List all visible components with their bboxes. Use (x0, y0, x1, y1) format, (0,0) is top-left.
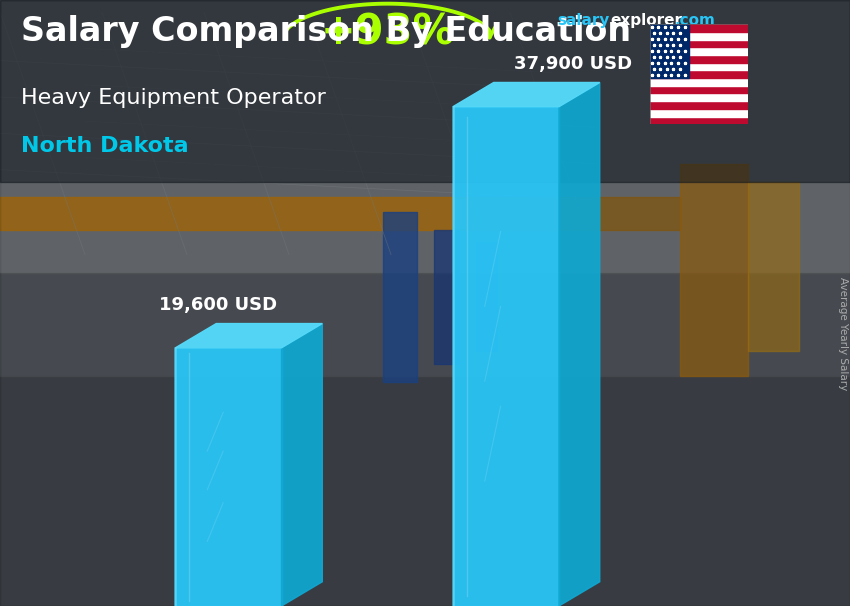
Bar (468, 197, 680, 230)
Bar (650, 78, 748, 86)
Text: North Dakota: North Dakota (21, 136, 189, 156)
Polygon shape (281, 324, 322, 606)
Bar (0, 0, 850, 182)
Bar (434, 230, 459, 364)
Polygon shape (175, 324, 322, 348)
Bar (650, 24, 748, 32)
Text: 19,600 USD: 19,600 USD (159, 296, 277, 315)
Bar (650, 101, 748, 109)
Bar (0, 376, 850, 606)
Bar (0, 0, 850, 273)
Text: Heavy Equipment Operator: Heavy Equipment Operator (21, 88, 326, 108)
Bar (650, 116, 748, 124)
Bar (650, 39, 748, 47)
Bar (650, 24, 689, 78)
Bar (650, 109, 748, 116)
Bar (0, 0, 850, 273)
Bar (748, 182, 799, 351)
Bar (650, 32, 748, 39)
Text: +93%: +93% (320, 11, 455, 53)
Text: .com: .com (674, 13, 715, 28)
Bar (382, 212, 416, 382)
Bar (650, 47, 748, 55)
Text: Salary Comparison By Education: Salary Comparison By Education (21, 15, 632, 48)
Bar (650, 70, 748, 78)
Text: 37,900 USD: 37,900 USD (514, 55, 632, 73)
Bar (0, 197, 468, 230)
Bar (650, 55, 748, 62)
Bar (650, 86, 748, 93)
Text: explorer: explorer (610, 13, 683, 28)
Bar (680, 164, 748, 376)
Polygon shape (453, 107, 559, 606)
Bar (650, 93, 748, 101)
Text: Average Yearly Salary: Average Yearly Salary (838, 277, 848, 390)
Polygon shape (559, 82, 600, 606)
Bar (0, 273, 850, 376)
Bar (476, 242, 497, 351)
Bar (650, 62, 748, 70)
Polygon shape (453, 82, 600, 107)
Text: salary: salary (557, 13, 609, 28)
Polygon shape (175, 348, 281, 606)
